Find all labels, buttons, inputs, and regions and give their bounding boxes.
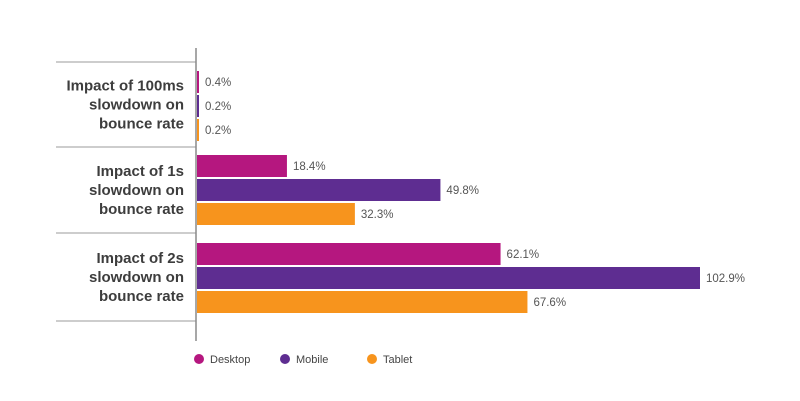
value-label-mobile-3: 102.9% [706,273,745,285]
bar-desktop-2 [197,155,287,177]
legend-label-mobile: Mobile [296,354,328,366]
category-label-line: Impact of 2s [96,250,184,267]
category-label-line: bounce rate [99,116,184,133]
category-label-3: Impact of 2s slowdown on bounce rate [89,250,184,305]
bar-desktop-3 [197,243,501,265]
value-label-mobile-1: 0.2% [205,101,231,113]
legend-marker-desktop [194,354,204,364]
bar-tablet-3 [197,291,528,313]
category-label-line: slowdown on [89,182,184,199]
bar-desktop-1 [197,71,199,93]
value-label-tablet-3: 67.6% [533,297,566,309]
legend-label-desktop: Desktop [210,354,250,366]
bar-mobile-2 [197,179,441,201]
legend-label-tablet: Tablet [383,354,412,366]
value-label-desktop-1: 0.4% [205,77,231,89]
category-label-1: Impact of 100ms slowdown on bounce rate [66,78,184,133]
legend-marker-mobile [280,354,290,364]
bar-tablet-2 [197,203,355,225]
bar-mobile-3 [197,267,700,289]
category-label-line: bounce rate [99,201,184,218]
value-label-desktop-2: 18.4% [293,161,326,173]
category-label-line: slowdown on [89,269,184,286]
category-label-line: Impact of 100ms [66,78,184,95]
value-label-tablet-2: 32.3% [361,209,394,221]
value-label-mobile-2: 49.8% [446,185,479,197]
category-label-line: slowdown on [89,97,184,114]
category-label-line: Impact of 1s [96,163,184,180]
value-label-tablet-1: 0.2% [205,125,231,137]
bar-mobile-1 [197,95,199,117]
category-label-line: bounce rate [99,288,184,305]
bar-tablet-1 [197,119,199,141]
value-label-desktop-3: 62.1% [507,249,540,261]
category-label-2: Impact of 1s slowdown on bounce rate [89,163,184,218]
legend-marker-tablet [367,354,377,364]
